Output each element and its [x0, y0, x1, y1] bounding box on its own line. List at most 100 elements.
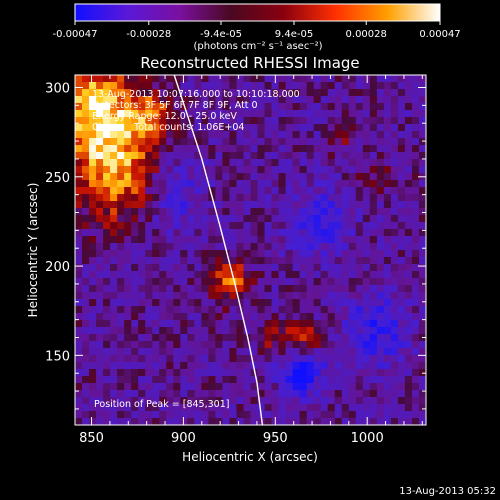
annotation-block: 13-Aug-2013 10:07:16.000 to 10:10:18.000…	[92, 89, 300, 133]
heatmap-cell	[222, 348, 231, 356]
heatmap-cell	[271, 355, 280, 363]
heatmap-cell	[418, 341, 426, 349]
heatmap-cell	[208, 222, 216, 230]
heatmap-cell	[390, 313, 399, 321]
heatmap-cell	[250, 418, 259, 425]
heatmap-cell	[110, 334, 118, 342]
heatmap-cell	[348, 208, 357, 216]
heatmap-cell	[292, 390, 301, 398]
heatmap-cell	[264, 404, 273, 412]
heatmap-cell	[397, 187, 406, 195]
heatmap-cell	[320, 89, 329, 97]
heatmap-cell	[124, 369, 132, 377]
heatmap-cell	[264, 243, 273, 251]
heatmap-cell	[180, 229, 188, 237]
heatmap-cell	[320, 390, 329, 398]
heatmap-cell	[292, 180, 301, 188]
heatmap-cell	[292, 257, 301, 265]
annotation-line-energy: Energy Range: 12.0 - 25.0 keV	[92, 111, 237, 122]
heatmap-cell	[376, 117, 385, 125]
heatmap-cell	[89, 271, 97, 279]
heatmap-cell	[82, 103, 90, 111]
heatmap-cell	[271, 117, 280, 125]
heatmap-cell	[173, 390, 181, 398]
heatmap-cell	[103, 250, 111, 258]
heatmap-cell	[96, 411, 104, 419]
heatmap-cell	[194, 390, 202, 398]
heatmap-cell	[390, 75, 399, 83]
heatmap-cell	[355, 250, 364, 258]
heatmap-cell	[96, 236, 104, 244]
heatmap-cell	[131, 418, 139, 425]
heatmap-cell	[75, 243, 83, 251]
heatmap-cell	[229, 320, 238, 328]
heatmap-cell	[117, 96, 125, 104]
heatmap-cell	[180, 243, 188, 251]
heatmap-cell	[124, 271, 132, 279]
heatmap-cell	[278, 327, 287, 335]
heatmap-cell	[152, 194, 160, 202]
heatmap-cell	[208, 82, 216, 90]
heatmap-cell	[82, 117, 90, 125]
heatmap-cell	[201, 180, 209, 188]
heatmap-cell	[411, 194, 420, 202]
heatmap-cell	[299, 103, 308, 111]
heatmap-cell	[292, 327, 301, 335]
heatmap-cell	[271, 159, 280, 167]
heatmap-cell	[341, 180, 350, 188]
heatmap-cell	[208, 362, 216, 370]
heatmap-cell	[89, 208, 97, 216]
heatmap-cell	[243, 145, 252, 153]
heatmap-cell	[159, 348, 167, 356]
heatmap-cell	[180, 208, 188, 216]
heatmap-cell	[75, 131, 83, 139]
heatmap-cell	[131, 152, 139, 160]
heatmap-cell	[180, 180, 188, 188]
heatmap-cell	[362, 362, 371, 370]
heatmap-cell	[376, 110, 385, 118]
heatmap-cell	[369, 313, 378, 321]
heatmap-cell	[229, 264, 238, 272]
heatmap-cell	[348, 278, 357, 286]
heatmap-cell	[222, 383, 231, 391]
heatmap-cell	[313, 180, 322, 188]
heatmap-cell	[243, 194, 252, 202]
heatmap-cell	[292, 243, 301, 251]
heatmap-cell	[145, 194, 153, 202]
heatmap-cell	[194, 110, 202, 118]
heatmap-cell	[152, 75, 160, 83]
heatmap-cell	[187, 152, 195, 160]
heatmap-cell	[341, 383, 350, 391]
heatmap-cell	[187, 292, 195, 300]
heatmap-cell	[229, 390, 238, 398]
heatmap-cell	[369, 271, 378, 279]
heatmap-cell	[362, 397, 371, 405]
heatmap-cell	[327, 187, 336, 195]
heatmap-cell	[194, 166, 202, 174]
heatmap-cell	[110, 166, 118, 174]
heatmap-cell	[145, 222, 153, 230]
heatmap-cell	[411, 82, 420, 90]
heatmap-cell	[278, 292, 287, 300]
heatmap-cell	[306, 208, 315, 216]
heatmap-cell	[208, 306, 216, 314]
heatmap-cell	[173, 110, 181, 118]
heatmap-cell	[229, 215, 238, 223]
heatmap-cell	[166, 313, 174, 321]
heatmap-cell	[124, 208, 132, 216]
heatmap-cell	[250, 299, 259, 307]
heatmap-cell	[397, 208, 406, 216]
heatmap-cell	[292, 124, 301, 132]
heatmap-cell	[348, 243, 357, 251]
heatmap-cell	[257, 173, 266, 181]
heatmap-cell	[404, 250, 413, 258]
heatmap-cell	[320, 299, 329, 307]
heatmap-cell	[131, 124, 139, 132]
heatmap-cell	[194, 103, 202, 111]
heatmap-cell	[117, 201, 125, 209]
heatmap-cell	[292, 348, 301, 356]
heatmap-cell	[404, 229, 413, 237]
heatmap-cell	[173, 334, 181, 342]
heatmap-cell	[103, 152, 111, 160]
